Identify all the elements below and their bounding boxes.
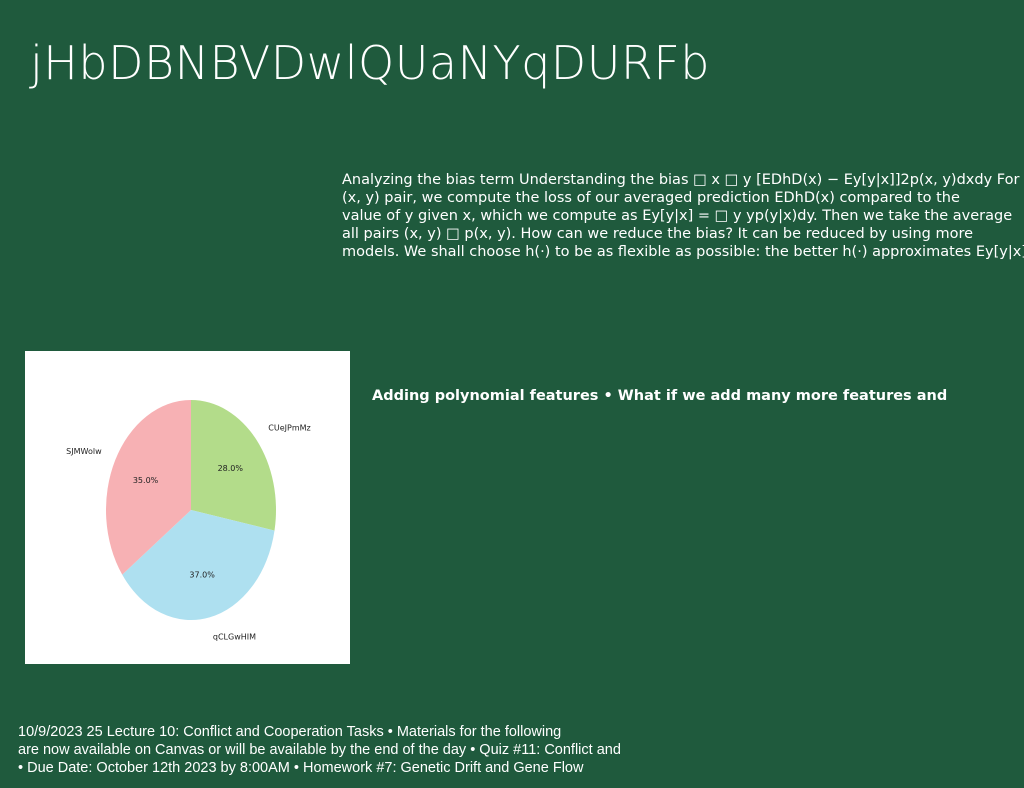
pie-slice-qCLGwHIM	[122, 510, 275, 620]
pie-category-label: CUeJPmMz	[268, 423, 310, 432]
footer-notes: 10/9/2023 25 Lecture 10: Conflict and Co…	[18, 723, 621, 777]
body-line: value of y given x, which we compute as …	[342, 208, 1013, 224]
body-line: (x, y) pair, we compute the loss of our …	[342, 190, 960, 206]
slide-title: jHbDBNBVDwlQUaNYqDURFb	[30, 36, 710, 90]
pie-category-label: SJMWolw	[66, 447, 102, 456]
pie-slice-SJMWolw	[106, 400, 191, 575]
footer-line: 10/9/2023 25 Lecture 10: Conflict and Co…	[18, 724, 562, 740]
footer-line: • Due Date: October 12th 2023 by 8:00AM …	[18, 760, 584, 776]
pie-category-label: qCLGwHIM	[213, 633, 256, 642]
body-line: all pairs (x, y) □ p(x, y). How can we r…	[342, 226, 974, 242]
pie-percent-label: 28.0%	[218, 464, 244, 473]
pie-slice-CUeJPmMz	[191, 400, 276, 531]
pie-percent-label: 35.0%	[133, 476, 159, 485]
footer-line: are now available on Canvas or will be a…	[18, 742, 621, 758]
body-line: Analyzing the bias term Understanding th…	[342, 172, 1020, 188]
pie-chart: 28.0% CUeJPmMz 37.0% qCLGwHIM 35.0% SJMWolw	[66, 400, 311, 642]
body-line: models. We shall choose h(·) to be as fl…	[342, 244, 1024, 260]
subheading: Adding polynomial features • What if we …	[372, 388, 948, 404]
pie-percent-label: 37.0%	[189, 570, 215, 579]
body-paragraph: Analyzing the bias term Understanding th…	[342, 171, 1024, 261]
pie-chart-image: 28.0% CUeJPmMz 37.0% qCLGwHIM 35.0% SJMWolw	[25, 351, 350, 664]
